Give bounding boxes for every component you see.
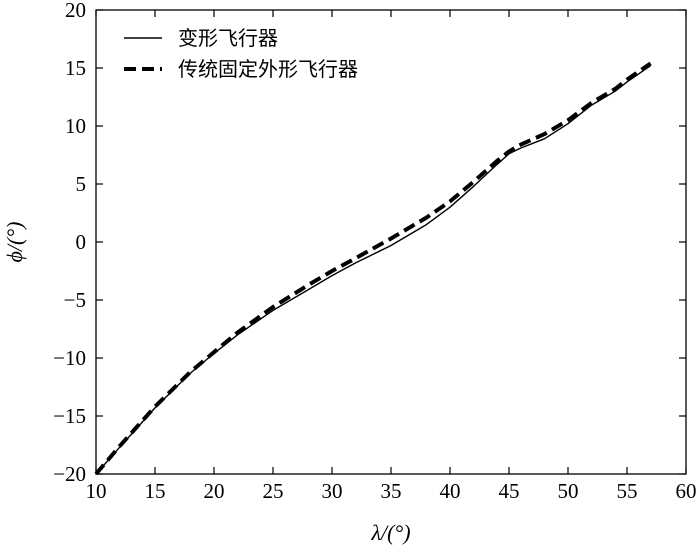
y-tick-label: 5 — [76, 172, 87, 196]
x-axis-label: λ/(°) — [370, 520, 410, 545]
x-tick-label: 25 — [263, 479, 284, 503]
legend-label: 变形飞行器 — [178, 26, 278, 50]
x-tick-label: 10 — [86, 479, 107, 503]
x-tick-label: 55 — [617, 479, 638, 503]
x-tick-label: 50 — [558, 479, 579, 503]
y-tick-label: −10 — [53, 346, 86, 370]
series-line-fixed-aircraft — [94, 61, 652, 476]
x-tick-label: 30 — [322, 479, 343, 503]
y-tick-label: −15 — [53, 404, 86, 428]
x-tick-label: 35 — [381, 479, 402, 503]
y-tick-label: −5 — [64, 288, 86, 312]
y-tick-label: −20 — [53, 462, 86, 486]
y-tick-label: 15 — [65, 56, 86, 80]
y-tick-label: 0 — [76, 230, 87, 254]
x-tick-label: 15 — [145, 479, 166, 503]
x-tick-label: 60 — [676, 479, 697, 503]
x-tick-label: 45 — [499, 479, 520, 503]
series-lines — [94, 61, 652, 476]
x-tick-label: 40 — [440, 479, 461, 503]
y-axis-label: ϕ/(°) — [2, 222, 27, 263]
legend-label: 传统固定外形飞行器 — [178, 57, 358, 81]
series-line-morphing-aircraft — [95, 65, 651, 475]
y-tick-label: 10 — [65, 114, 86, 138]
axis-ticks: 10 15 20 25 30 35 40 45 50 55 60 −20 −15 −10 −5 0 5 10 15 2… — [53, 0, 696, 503]
x-tick-label: 20 — [204, 479, 225, 503]
y-tick-label: 20 — [65, 0, 86, 22]
